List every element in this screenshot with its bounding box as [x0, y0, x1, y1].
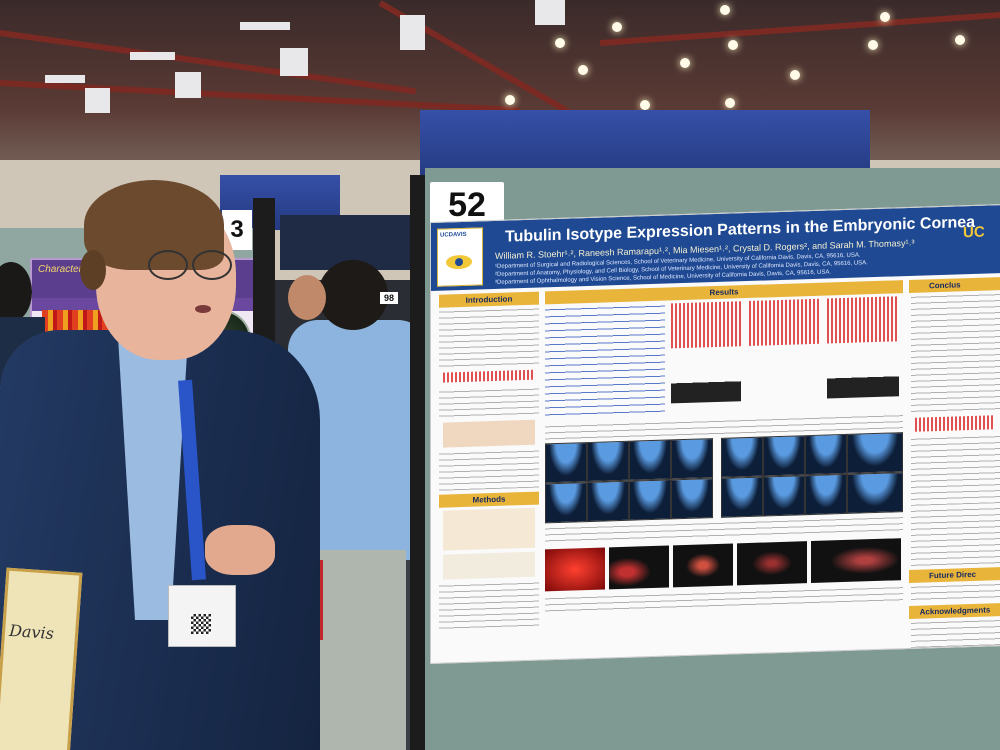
main-board-pole	[410, 175, 428, 750]
name-badge	[168, 585, 236, 647]
intro-text	[439, 305, 539, 369]
conclusion-figure	[915, 415, 995, 432]
uc-logo: UC	[963, 223, 985, 242]
intro-figure-2	[443, 419, 535, 448]
booth-number-left: 3	[222, 210, 252, 250]
phylogeny-tree	[545, 301, 665, 421]
attendee-background	[288, 275, 328, 395]
methods-diagram	[443, 507, 535, 551]
glasses	[148, 250, 238, 280]
certificate-text: Davis	[8, 620, 55, 644]
poster-logo-text: UCDAVIS	[440, 231, 467, 239]
red-micrograph	[545, 547, 605, 592]
conservation-plot	[671, 351, 741, 404]
eye-icon	[446, 254, 472, 270]
poster-logo: UCDAVIS	[437, 227, 483, 287]
alignment-figure	[671, 301, 741, 349]
booth-number-small: 98	[380, 292, 398, 304]
presenter-hands	[205, 525, 275, 575]
research-poster: UCDAVIS Tubulin Isotype Expression Patte…	[430, 204, 1000, 664]
micrograph-panel	[545, 442, 587, 484]
intro-figure-1	[443, 369, 533, 383]
section-methods: Methods	[439, 491, 539, 508]
certificate: Davis	[0, 567, 83, 750]
qr-code-icon	[191, 614, 211, 634]
